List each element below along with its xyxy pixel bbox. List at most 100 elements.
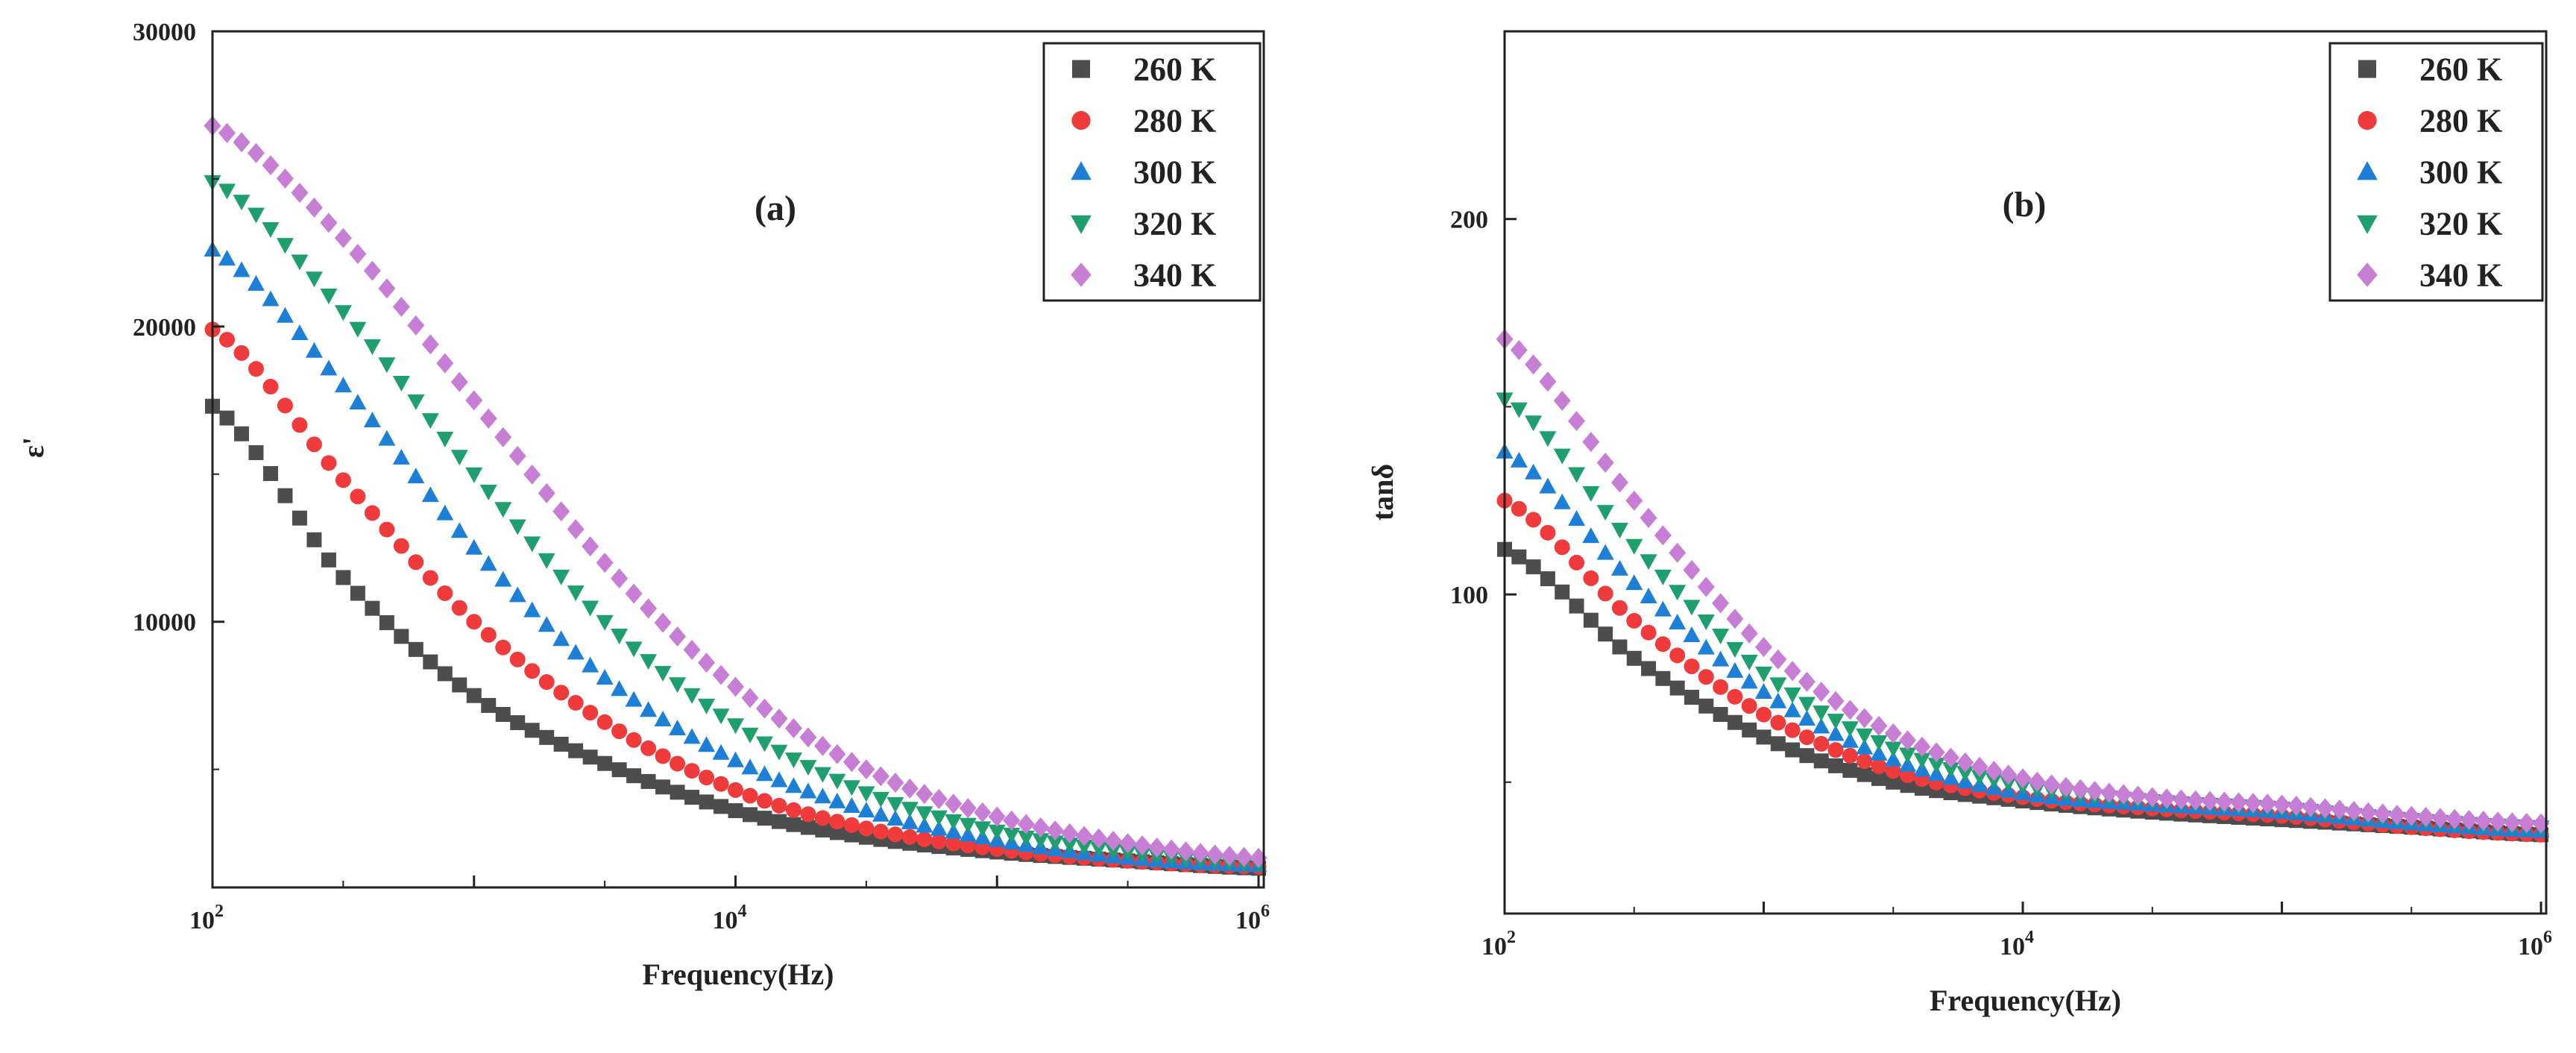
data-point-b-340-k bbox=[1856, 708, 1874, 729]
data-point-b-300-k bbox=[1553, 493, 1571, 509]
data-point-a-340-k bbox=[784, 717, 802, 738]
data-point-b-340-k bbox=[2086, 781, 2104, 802]
data-point-b-320-k bbox=[1726, 642, 1744, 658]
data-point-b-300-k bbox=[1625, 574, 1643, 591]
data-point-a-300-k bbox=[349, 394, 367, 410]
data-point-a-340-k bbox=[276, 168, 294, 189]
data-point-b-340-k bbox=[2057, 776, 2075, 797]
data-point-b-340-k bbox=[2489, 811, 2507, 832]
data-point-a-340-k bbox=[363, 260, 381, 281]
data-point-a-320-k bbox=[712, 708, 730, 725]
data-point-a-320-k bbox=[683, 688, 701, 704]
data-point-b-340-k bbox=[1927, 742, 1945, 763]
legend-marker-b-300-k bbox=[2357, 161, 2378, 180]
data-point-a-280-k bbox=[335, 472, 351, 488]
data-point-a-300-k bbox=[930, 820, 948, 836]
data-point-b-340-k bbox=[1625, 490, 1643, 511]
data-point-a-260-k bbox=[640, 773, 656, 789]
data-point-a-260-k bbox=[233, 426, 249, 441]
data-point-b-340-k bbox=[1697, 576, 1715, 597]
data-point-a-260-k bbox=[553, 736, 569, 752]
data-point-a-300-k bbox=[901, 813, 919, 829]
data-point-b-280-k bbox=[1713, 679, 1729, 695]
panel-label-a: (a) bbox=[755, 189, 796, 228]
data-point-a-320-k bbox=[901, 802, 919, 818]
data-point-b-300-k bbox=[1884, 750, 1902, 767]
data-point-b-340-k bbox=[2417, 807, 2435, 828]
data-point-a-280-k bbox=[785, 802, 802, 818]
data-point-b-320-k bbox=[1956, 766, 1974, 782]
y-tick-label-a: 10000 bbox=[133, 609, 196, 637]
data-point-b-280-k bbox=[1540, 524, 1556, 541]
data-point-b-340-k bbox=[1610, 472, 1628, 493]
legend-label-a-260-k: 260 K bbox=[1133, 51, 1216, 88]
data-point-b-300-k bbox=[1740, 673, 1758, 689]
data-point-a-300-k bbox=[828, 792, 846, 808]
data-point-a-320-k bbox=[1017, 830, 1035, 846]
data-point-b-340-k bbox=[2446, 808, 2463, 829]
data-point-a-320-k bbox=[262, 222, 280, 239]
legend-marker-a-320-k bbox=[1071, 215, 1092, 234]
data-point-a-320-k bbox=[974, 821, 992, 837]
data-point-a-260-k bbox=[684, 790, 700, 805]
data-point-b-260-k bbox=[1612, 639, 1628, 655]
data-point-a-340-k bbox=[799, 727, 817, 748]
data-point-a-300-k bbox=[567, 644, 585, 660]
x-axis-title-b: Frequency(Hz) bbox=[1930, 984, 2121, 1017]
data-point-b-340-k bbox=[2144, 787, 2161, 808]
data-point-a-340-k bbox=[291, 182, 309, 203]
data-point-a-260-k bbox=[786, 817, 802, 832]
data-point-a-300-k bbox=[247, 274, 265, 291]
data-point-a-280-k bbox=[611, 723, 628, 740]
data-point-a-300-k bbox=[421, 486, 439, 503]
data-point-a-340-k bbox=[1162, 839, 1180, 860]
data-point-b-280-k bbox=[1784, 722, 1801, 738]
data-point-b-340-k bbox=[1942, 747, 1959, 768]
data-point-a-260-k bbox=[481, 697, 497, 713]
legend-label-b-320-k: 320 K bbox=[2419, 206, 2502, 242]
data-point-a-260-k bbox=[539, 729, 555, 745]
data-point-b-280-k bbox=[1669, 647, 1686, 664]
data-point-a-280-k bbox=[218, 331, 235, 348]
data-point-b-320-k bbox=[1899, 747, 1917, 764]
data-point-a-340-k bbox=[378, 278, 396, 299]
data-point-a-340-k bbox=[1206, 844, 1224, 865]
data-point-a-340-k bbox=[1104, 831, 1122, 852]
data-point-a-260-k bbox=[524, 723, 540, 738]
data-point-b-340-k bbox=[2402, 805, 2420, 826]
data-point-a-300-k bbox=[523, 601, 541, 617]
data-point-a-320-k bbox=[494, 502, 512, 518]
data-point-a-280-k bbox=[393, 538, 409, 554]
data-point-a-280-k bbox=[524, 663, 541, 679]
data-point-a-300-k bbox=[494, 570, 512, 587]
x-tick-label-a: 102 bbox=[189, 902, 224, 934]
data-point-a-340-k bbox=[407, 315, 425, 336]
data-point-b-340-k bbox=[1596, 452, 1614, 473]
data-point-a-320-k bbox=[276, 238, 294, 254]
data-point-b-260-k bbox=[1785, 742, 1801, 758]
data-point-a-340-k bbox=[450, 371, 468, 392]
data-point-a-320-k bbox=[828, 773, 846, 790]
data-point-b-340-k bbox=[2258, 793, 2276, 814]
data-point-a-300-k bbox=[712, 744, 730, 760]
data-point-a-340-k bbox=[741, 688, 759, 708]
data-point-a-260-k bbox=[365, 600, 380, 616]
data-point-a-260-k bbox=[815, 823, 831, 838]
data-point-b-340-k bbox=[1971, 756, 1988, 777]
data-point-a-320-k bbox=[465, 467, 483, 483]
data-point-b-300-k bbox=[1669, 614, 1687, 630]
data-point-a-280-k bbox=[858, 820, 875, 837]
data-point-b-340-k bbox=[1985, 761, 2003, 782]
data-point-a-320-k bbox=[843, 780, 860, 796]
data-point-b-320-k bbox=[1525, 415, 1543, 432]
data-point-b-280-k bbox=[1885, 763, 1901, 779]
data-point-a-300-k bbox=[625, 691, 643, 707]
data-point-a-340-k bbox=[262, 155, 280, 176]
data-point-a-280-k bbox=[364, 505, 380, 521]
data-point-a-260-k bbox=[670, 785, 685, 800]
data-point-b-260-k bbox=[1525, 559, 1541, 575]
data-point-a-260-k bbox=[655, 779, 671, 795]
data-point-a-340-k bbox=[1061, 823, 1079, 843]
series-a-300-k bbox=[204, 240, 1267, 873]
